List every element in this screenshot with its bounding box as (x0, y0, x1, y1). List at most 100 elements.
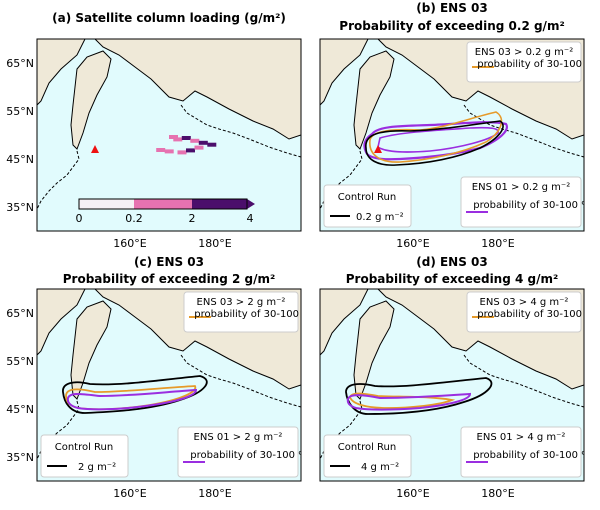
ens01-contour (66, 388, 198, 411)
legend-top-entry: probability of 30-100 % (477, 309, 594, 320)
kamchatka-landmass (70, 300, 112, 400)
x-tick-160e: 160°E (113, 237, 146, 250)
colorbar-segment-mid (134, 199, 192, 209)
loading-cell (190, 138, 200, 143)
loading-cell (181, 136, 191, 140)
legend-top-header: ENS 03 > 2 g m⁻² (197, 297, 286, 308)
panel-c-map: ENS 03 > 2 g m⁻² probability of 30-100 %… (37, 289, 311, 481)
legend-top-box (466, 291, 582, 333)
legend-bottom-left-header: Control Run (338, 442, 397, 453)
y-tick-label: 65°N (6, 307, 34, 320)
legend-bottom-left-header: Control Run (338, 192, 397, 203)
loading-cell (177, 150, 187, 155)
legend-bottom-right-header: ENS 01 > 2 g m⁻² (194, 432, 283, 443)
legend-bottom-right: ENS 01 > 0.2 g m⁻² probability of 30-100… (460, 176, 590, 228)
y-tick-label: 45°N (6, 153, 34, 166)
colorbar-extend-arrow (247, 199, 255, 209)
landmass-northwest (320, 39, 369, 106)
landmass-northwest (37, 39, 86, 106)
colorbar-label-0.2: 0.2 (125, 212, 143, 225)
legend-top: ENS 03 > 2 g m⁻² probability of 30-100 % (183, 291, 311, 333)
ens01-contour-inner (377, 126, 499, 153)
colorbar-segment-high (192, 199, 247, 209)
legend-bottom-left: Control Run 2 g m⁻² (40, 434, 129, 478)
x-tick-160e: 160°E (113, 487, 146, 500)
kamchatka-landmass (70, 50, 112, 150)
loading-cell (198, 140, 208, 145)
control-contour (62, 375, 208, 414)
ens01-contour (346, 392, 472, 411)
y-tick-label: 35°N (6, 201, 34, 214)
y-tick-label: 65°N (6, 57, 34, 70)
panel-b-subtitle: Probability of exceeding 0.2 g/m² (339, 19, 564, 33)
x-tick-180e: 180°E (481, 487, 514, 500)
legend-bottom-right: ENS 01 > 2 g m⁻² probability of 30-100 % (177, 426, 301, 478)
legend-bottom-left-entry: 2 g m⁻² (78, 462, 116, 473)
control-contour (345, 377, 493, 415)
panel-a: (a) Satellite column loading (g/m²) 0 0.… (6, 11, 302, 250)
legend-top-entry: probability of 30-100 % (477, 59, 594, 70)
legend-top-box (466, 41, 582, 83)
legend-bottom-right-entry: probability of 30-100 % (473, 450, 590, 461)
loading-cell (194, 145, 204, 150)
island-chain (463, 104, 584, 158)
loading-cell (164, 149, 174, 154)
legend-top-entry: probability of 30-100 % (194, 309, 311, 320)
island-chain (180, 104, 301, 158)
volcano-marker (91, 145, 99, 153)
colorbar: 0 0.2 2 4 (76, 198, 255, 225)
panel-c-subtitle: Probability of exceeding 2 g/m² (63, 272, 276, 286)
panel-d-subtitle: Probability of exceeding 4 g/m² (346, 272, 559, 286)
legend-top: ENS 03 > 4 g m⁻² probability of 30-100 % (466, 291, 594, 333)
panel-c: (c) ENS 03 Probability of exceeding 2 g/… (6, 255, 311, 500)
loading-cell (173, 137, 183, 142)
colorbar-frame (78, 198, 248, 210)
volcano-marker (374, 145, 382, 153)
panel-b: (b) ENS 03 Probability of exceeding 0.2 … (319, 1, 594, 250)
y-tick-label: 55°N (6, 105, 34, 118)
legend-bottom-right-header: ENS 01 > 4 g m⁻² (477, 432, 566, 443)
panel-c-title: (c) ENS 03 (134, 255, 204, 269)
legend-bottom-right-header: ENS 01 > 0.2 g m⁻² (472, 182, 570, 193)
colorbar-segment-low (79, 199, 134, 209)
panel-b-frame (319, 38, 585, 232)
landmass-northwest (320, 289, 369, 356)
legend-bottom-left-entry: 0.2 g m⁻² (356, 212, 404, 223)
basemap (37, 39, 301, 210)
legend-bottom-right-box (460, 426, 582, 478)
loading-cell (207, 142, 217, 147)
legend-top: ENS 03 > 0.2 g m⁻² probability of 30-100… (466, 41, 594, 83)
ens03-contour (349, 392, 456, 409)
landmass-northwest (37, 289, 86, 356)
legend-bottom-right: ENS 01 > 4 g m⁻² probability of 30-100 % (460, 426, 590, 478)
legend-bottom-right-box (177, 426, 299, 478)
x-tick-180e: 180°E (481, 237, 514, 250)
legend-bottom-left: Control Run 0.2 g m⁻² (323, 184, 412, 228)
panel-b-title: (b) ENS 03 (416, 1, 488, 15)
x-tick-180e: 180°E (198, 237, 231, 250)
panel-a-title: (a) Satellite column loading (g/m²) (52, 11, 286, 25)
panel-d-title: (d) ENS 03 (416, 255, 488, 269)
legend-top-header: ENS 03 > 4 g m⁻² (480, 297, 569, 308)
island-chain (180, 354, 301, 408)
panel-b-map: ENS 03 > 0.2 g m⁻² probability of 30-100… (320, 39, 594, 231)
legend-bottom-left: Control Run 4 g m⁻² (323, 434, 412, 478)
y-tick-labels: 65°N 55°N 45°N 35°N (6, 307, 34, 464)
legend-bottom-right-entry: probability of 30-100 % (473, 200, 590, 211)
kamchatka-landmass (353, 300, 395, 400)
panel-a-frame (36, 38, 302, 232)
loading-cell (156, 148, 166, 152)
legend-bottom-right-box (460, 176, 582, 228)
x-tick-180e: 180°E (198, 487, 231, 500)
loading-cells (156, 135, 217, 155)
colorbar-label-0: 0 (76, 212, 83, 225)
panel-c-frame (36, 288, 302, 482)
colorbar-label-2: 2 (189, 212, 196, 225)
loading-cell (169, 135, 178, 139)
control-contour (365, 120, 504, 166)
y-tick-labels: 65°N 55°N 45°N 35°N (6, 57, 34, 214)
legend-top-box (183, 291, 299, 333)
x-tick-160e: 160°E (396, 487, 429, 500)
landmass-northeast (94, 39, 301, 140)
